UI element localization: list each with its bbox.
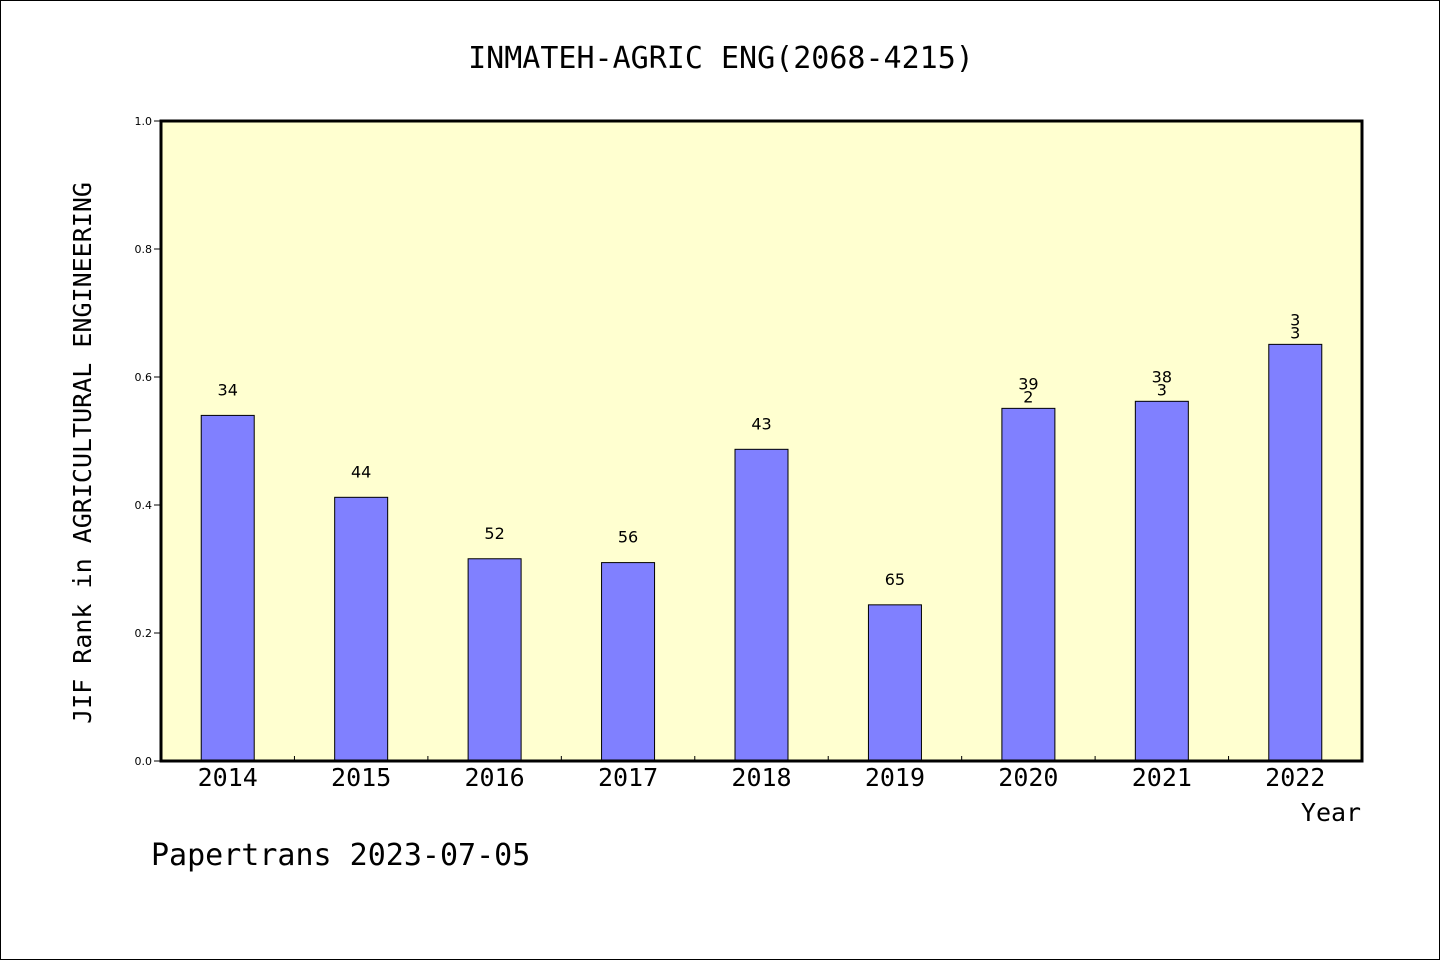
x-tick-label-2019: 2019: [865, 763, 925, 792]
y-tick-label-0.4: 0.4: [135, 499, 153, 512]
bar-2014: [200, 414, 255, 762]
data-label-2015: 44: [351, 462, 371, 481]
x-tick-label-2016: 2016: [465, 763, 525, 792]
bar-2021: [1134, 400, 1189, 762]
x-tick-label-2020: 2020: [998, 763, 1058, 792]
bar-2016: [467, 558, 522, 762]
data-label-2022-line2: 3: [1290, 323, 1300, 342]
bar-2015: [334, 496, 389, 762]
data-label-2020-line2: 2: [1023, 387, 1033, 406]
x-tick-label-2017: 2017: [598, 763, 658, 792]
y-tick-label-0.6: 0.6: [135, 371, 153, 384]
data-label-2019: 65: [885, 570, 905, 589]
bar-2017: [601, 562, 656, 762]
y-axis-label: JIF Rank in AGRICULTURAL ENGINEERING: [68, 182, 97, 724]
y-tick-label-0.0: 0.0: [135, 755, 153, 768]
bar-2022: [1268, 343, 1323, 762]
bar-2019: [867, 604, 922, 762]
data-label-2018: 43: [751, 414, 771, 433]
data-label-2022-line1: 3: [1290, 310, 1300, 329]
data-label-2020-line1: 39: [1018, 374, 1038, 393]
x-tick-label-2014: 2014: [198, 763, 258, 792]
y-tick-label-0.8: 0.8: [135, 243, 153, 256]
x-tick-label-2015: 2015: [331, 763, 391, 792]
x-tick-label-2021: 2021: [1132, 763, 1192, 792]
plot-border: [159, 119, 1364, 763]
x-axis-label: Year: [1301, 798, 1361, 827]
x-tick-label-2022: 2022: [1265, 763, 1325, 792]
ticks-group: 2014 2015 2016 2017 2018 2019 2020 2021 2022 0.0 0…: [135, 115, 1326, 792]
footer-text: Papertrans 2023-07-05: [151, 838, 530, 873]
x-tick-label-2018: 2018: [731, 763, 791, 792]
data-label-2016: 52: [484, 524, 504, 543]
data-label-2017: 56: [618, 528, 638, 547]
y-tick-label-1.0: 1.0: [135, 115, 153, 128]
bar-2018: [734, 448, 789, 762]
bar-2020: [1001, 407, 1056, 762]
y-tick-label-0.2: 0.2: [135, 627, 153, 640]
data-label-2021-line1: 38: [1152, 367, 1172, 386]
data-label-2021-line2: 3: [1157, 380, 1167, 399]
chart-title: INMATEH-AGRIC ENG(2068-4215): [468, 41, 974, 76]
data-label-2014: 34: [218, 380, 238, 399]
